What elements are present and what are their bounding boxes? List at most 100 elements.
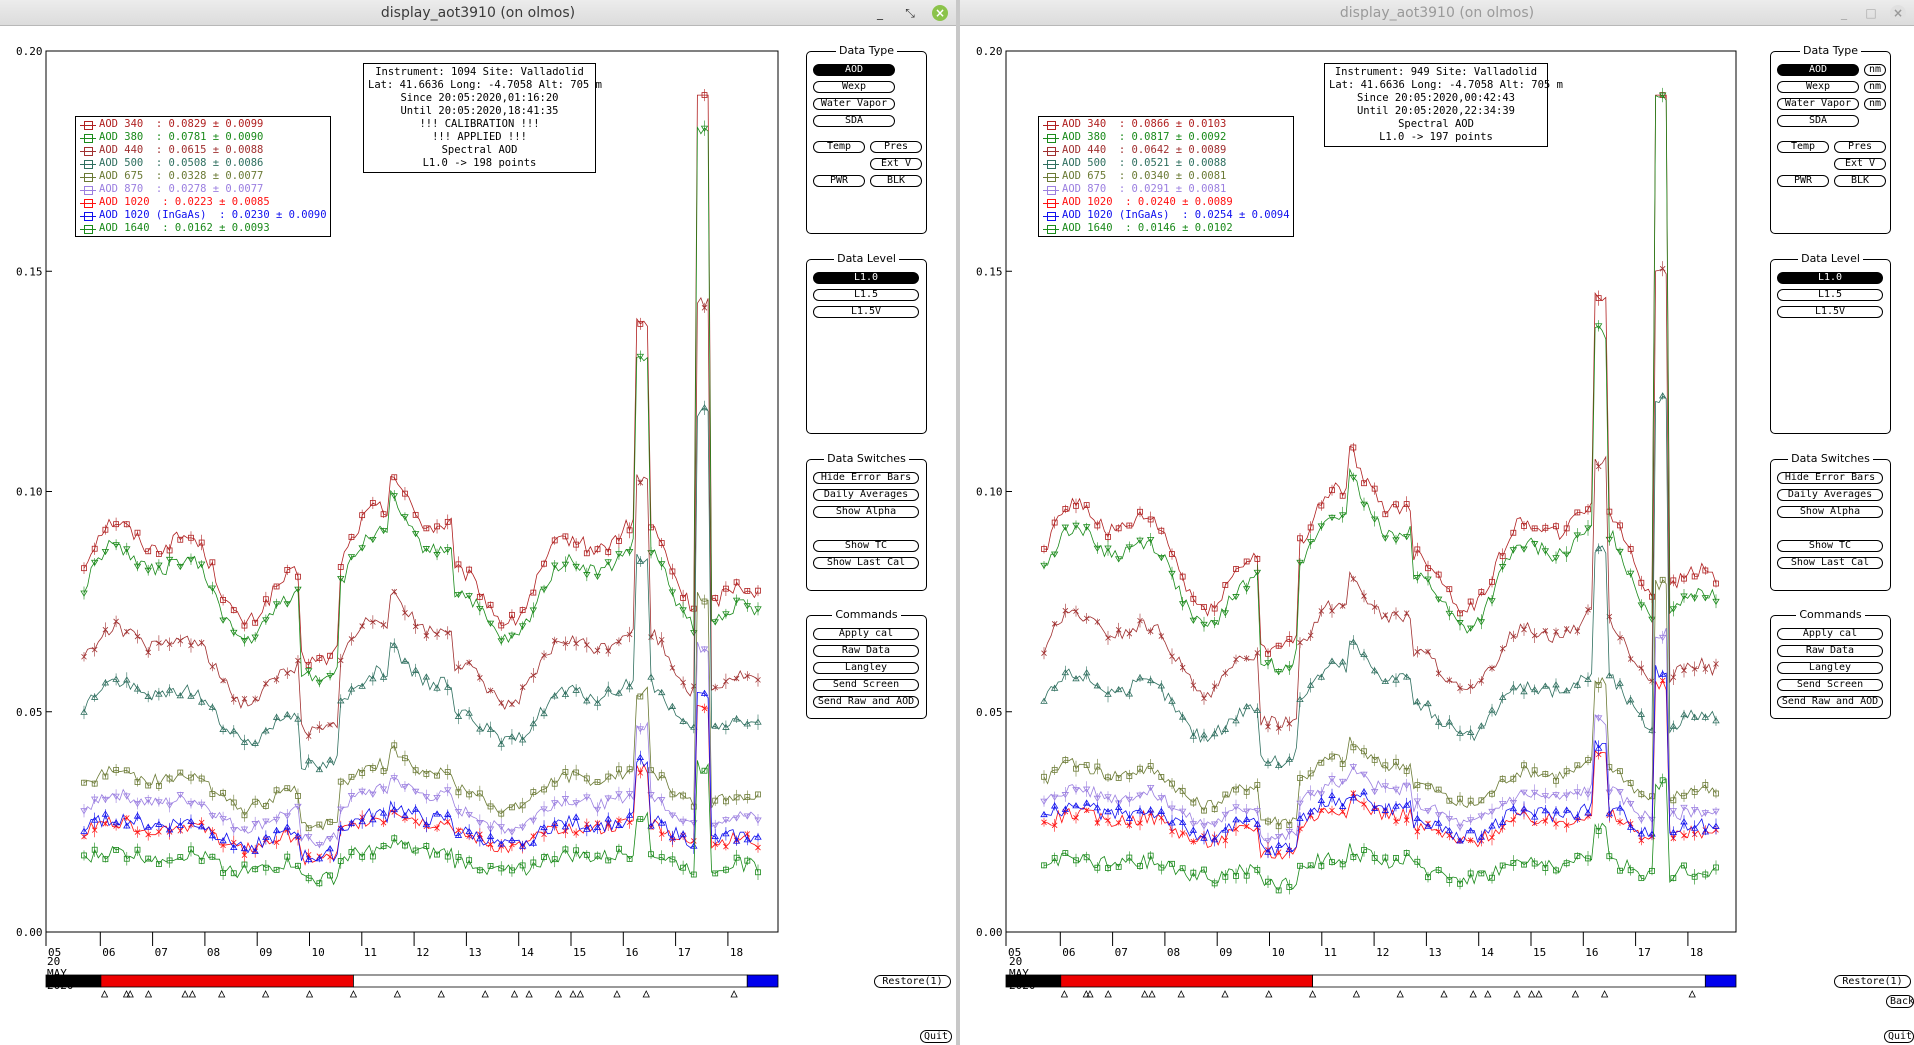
data-point [1456,620,1464,627]
maximize-icon[interactable]: □ [1865,6,1877,20]
data-point [337,806,345,813]
button-temp[interactable]: Temp [813,141,865,153]
data-point [529,839,538,846]
quit-button[interactable]: Quit [1884,1030,1914,1043]
data-point [1082,799,1091,806]
button-aod[interactable]: AOD [1777,64,1859,76]
data-point [561,796,570,803]
data-point [680,594,687,601]
data-point [272,713,281,720]
button-water-vapor[interactable]: Water Vapor [813,98,895,110]
nm-unit-button[interactable]: nm [1864,98,1886,110]
data-point [1285,665,1294,672]
data-point [1264,660,1272,667]
button-raw-data[interactable]: Raw Data [1777,645,1883,657]
button-l1-5[interactable]: L1.5 [813,289,919,301]
minimize-icon[interactable]: _ [877,6,883,20]
data-point [1658,392,1667,399]
left-titlebar[interactable]: display_aot3910 (on olmos) _ ⤡ × [0,0,956,26]
data-point [1296,814,1304,822]
data-point [733,794,740,801]
button-wexp[interactable]: Wexp [813,81,895,93]
data-point [1350,576,1357,582]
button-show-last-cal[interactable]: Show Last Cal [813,557,919,569]
button-langley[interactable]: Langley [813,662,919,674]
restore-button[interactable]: Restore(1) [1834,975,1911,988]
button-l1-0[interactable]: L1.0 [1777,272,1883,284]
button-daily-averages[interactable]: Daily Averages [1777,489,1883,501]
data-point [722,723,730,730]
data-point [669,665,676,671]
button-temp[interactable]: Temp [1777,141,1829,153]
data-point [1083,807,1090,814]
button-wexp[interactable]: Wexp [1777,81,1859,93]
button-hide-error-bars[interactable]: Hide Error Bars [1777,472,1883,484]
button-send-screen[interactable]: Send Screen [813,679,919,691]
data-point [262,617,270,624]
button-ext-v[interactable]: Ext V [1834,158,1886,170]
button-sda[interactable]: SDA [813,115,895,127]
legend-marker-icon [1043,184,1059,196]
data-point [626,631,633,638]
data-point [81,565,87,572]
y-tick-label: 0.15 [16,265,43,278]
nm-unit-button[interactable]: nm [1864,64,1886,76]
data-point [711,822,719,829]
data-point [219,617,227,624]
button-send-raw-and-aod[interactable]: Send Raw and AOD [1777,696,1883,708]
button-pres[interactable]: Pres [1834,141,1886,153]
series-aod-675 [1041,576,1719,834]
button-show-tc[interactable]: Show TC [1777,540,1883,552]
button-send-screen[interactable]: Send Screen [1777,679,1883,691]
legend-entry: AOD 1020 : 0.0223 ± 0.0085 [80,196,327,209]
minimize-icon[interactable]: _ [1841,6,1847,20]
info-line: Until 20:05:2020,18:41:35 [400,105,559,117]
close-icon[interactable]: × [1890,5,1906,21]
panel-title: Data Level [807,252,926,265]
data-point [390,641,398,648]
button-l1-5v[interactable]: L1.5V [813,306,919,318]
button-sda[interactable]: SDA [1777,115,1859,127]
restore-button[interactable]: Restore(1) [874,975,951,988]
close-icon[interactable]: × [932,5,948,21]
button-blk[interactable]: BLK [870,175,922,187]
button-show-tc[interactable]: Show TC [813,540,919,552]
button-l1-0[interactable]: L1.0 [813,272,919,284]
back-button[interactable]: Back [1886,995,1914,1008]
button-apply-cal[interactable]: Apply cal [1777,628,1883,640]
series-line [1043,627,1717,842]
button-daily-averages[interactable]: Daily Averages [813,489,919,501]
button-show-last-cal[interactable]: Show Last Cal [1777,557,1883,569]
quit-button[interactable]: Quit [920,1030,952,1043]
right-titlebar[interactable]: display_aot3910 (on olmos) _ □ × [960,0,1914,26]
button-pwr[interactable]: PWR [813,175,865,187]
button-blk[interactable]: BLK [1834,175,1886,187]
button-raw-data[interactable]: Raw Data [813,645,919,657]
button-langley[interactable]: Langley [1777,662,1883,674]
maximize-icon[interactable]: ⤡ [905,6,915,20]
button-ext-v[interactable]: Ext V [870,158,922,170]
series-line [83,407,758,771]
button-l1-5[interactable]: L1.5 [1777,289,1883,301]
x-tick-label: 11 [364,946,377,959]
button-apply-cal[interactable]: Apply cal [813,628,919,640]
data-point [1392,676,1400,683]
data-point [1595,828,1602,834]
button-pwr[interactable]: PWR [1777,175,1829,187]
data-point [625,791,634,798]
data-point [1307,862,1314,869]
button-water-vapor[interactable]: Water Vapor [1777,98,1859,110]
button-pres[interactable]: Pres [870,141,922,153]
button-hide-error-bars[interactable]: Hide Error Bars [813,472,919,484]
button-aod[interactable]: AOD [813,64,895,76]
button-send-raw-and-aod[interactable]: Send Raw and AOD [813,696,919,708]
data-point [273,676,280,683]
data-point [594,852,601,859]
data-point [1169,860,1175,867]
nm-unit-button[interactable]: nm [1864,81,1886,93]
button-show-alpha[interactable]: Show Alpha [813,506,919,518]
button-show-alpha[interactable]: Show Alpha [1777,506,1883,518]
button-l1-5v[interactable]: L1.5V [1777,306,1883,318]
data-point [1713,790,1719,797]
data-point [1050,802,1059,809]
